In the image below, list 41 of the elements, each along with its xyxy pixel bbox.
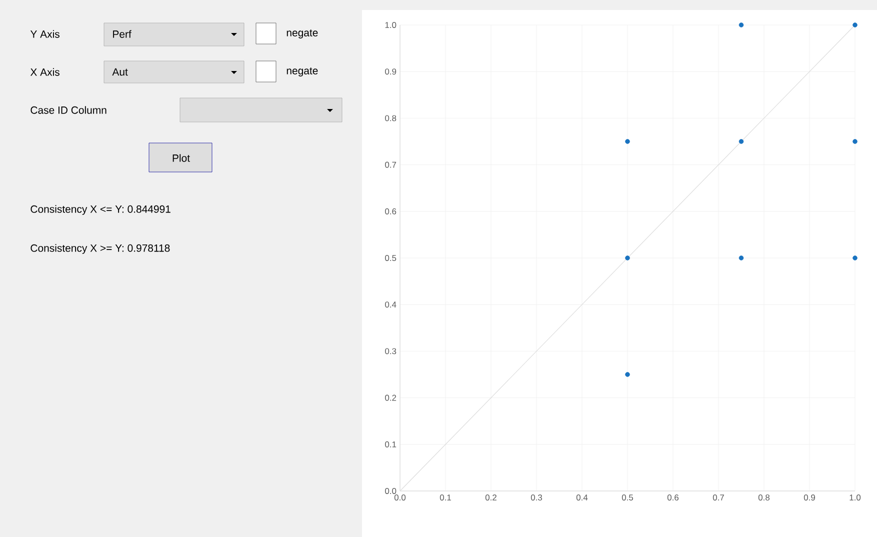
point bbox=[625, 256, 630, 260]
y-tick-label: 1.0 bbox=[385, 22, 396, 28]
y-tick-label: 0.6 bbox=[385, 208, 396, 214]
y-tick-label: 0.1 bbox=[385, 441, 396, 448]
x-tick-label: 0.2 bbox=[485, 494, 496, 500]
y-tick-label: 0.0 bbox=[385, 488, 396, 494]
x-tick-label: 0.8 bbox=[758, 494, 770, 500]
point bbox=[738, 22, 744, 28]
text: Consistency X <= Y: 0.844991 bbox=[30, 205, 170, 215]
x-tick-label: 0.4 bbox=[576, 494, 588, 500]
text: X Axis bbox=[30, 68, 60, 76]
x-tick-label: 0.5 bbox=[622, 494, 634, 500]
x-tick-label: 0.7 bbox=[712, 494, 724, 500]
point bbox=[852, 256, 858, 260]
text: negate bbox=[286, 30, 318, 38]
point bbox=[625, 372, 630, 377]
x-tick-label: 0.3 bbox=[530, 494, 542, 500]
y-tick-label: 0.8 bbox=[385, 115, 396, 122]
text: negate bbox=[286, 68, 318, 76]
x-tick-label: 0.9 bbox=[804, 494, 815, 500]
x-tick-label: 1.0 bbox=[850, 494, 861, 500]
y-tick-label: 0.7 bbox=[385, 162, 396, 168]
y-tick-label: 0.2 bbox=[385, 394, 396, 401]
point bbox=[738, 256, 744, 260]
text: Y Axis bbox=[30, 30, 60, 38]
point bbox=[625, 139, 630, 144]
text: Perf bbox=[113, 30, 132, 38]
x-tick-label: 0.6 bbox=[667, 494, 679, 500]
point bbox=[852, 139, 858, 144]
x-tick-label: 0.0 bbox=[394, 494, 406, 500]
text: Consistency X >= Y: 0.978118 bbox=[30, 244, 170, 254]
point bbox=[738, 139, 744, 144]
point bbox=[852, 22, 858, 28]
text: Case ID Column bbox=[30, 106, 106, 114]
y-tick-label: 0.4 bbox=[385, 302, 396, 308]
text: Aut bbox=[112, 68, 128, 76]
y-tick-label: 0.9 bbox=[385, 68, 396, 75]
y-tick-label: 0.3 bbox=[385, 348, 396, 354]
y-tick-label: 0.5 bbox=[385, 254, 396, 261]
text: Plot bbox=[172, 154, 190, 162]
x-tick-label: 0.1 bbox=[440, 494, 451, 500]
